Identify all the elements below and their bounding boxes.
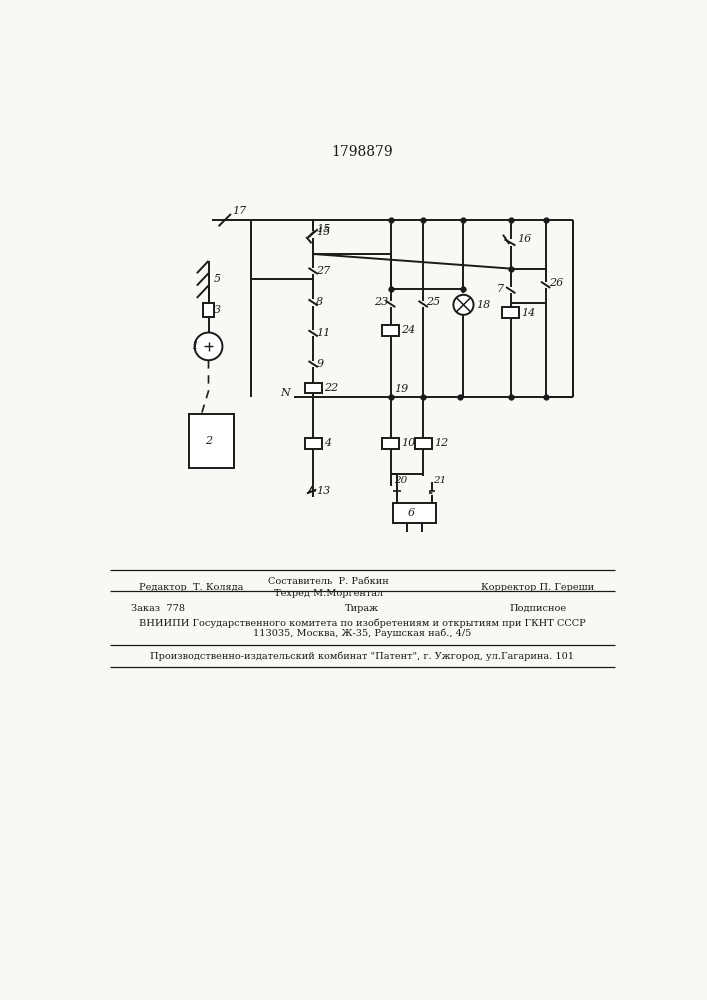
Text: 113035, Москва, Ж-35, Раушская наб., 4/5: 113035, Москва, Ж-35, Раушская наб., 4/5 [253, 629, 471, 638]
Bar [382, 325, 399, 336]
Text: 23: 23 [373, 297, 388, 307]
Text: 16: 16 [517, 234, 531, 244]
Bar [203, 303, 214, 317]
Text: 1: 1 [192, 341, 199, 351]
Text: 22: 22 [324, 383, 338, 393]
Text: 25: 25 [426, 297, 440, 307]
Bar [382, 438, 399, 449]
Bar [305, 383, 322, 393]
Text: 1798879: 1798879 [331, 145, 393, 159]
Text: 7: 7 [497, 284, 504, 294]
Text: 26: 26 [549, 278, 563, 288]
Text: 9: 9 [316, 359, 323, 369]
Text: 4: 4 [324, 438, 331, 448]
Text: Производственно-издательский комбинат "Патент", г. Ужгород, ул.Гагарина. 101: Производственно-издательский комбинат "П… [150, 652, 574, 661]
Text: Техред М.Моргентал: Техред М.Моргентал [274, 589, 383, 598]
Bar [502, 307, 519, 318]
Text: N: N [281, 388, 291, 398]
Bar [414, 438, 432, 449]
Text: 20: 20 [394, 476, 407, 485]
Text: 24: 24 [402, 325, 416, 335]
Text: 21: 21 [433, 476, 447, 485]
Text: Редактор  Т. Коляда: Редактор Т. Коляда [139, 583, 243, 592]
Text: Тираж: Тираж [345, 604, 379, 613]
Text: Составитель  Р. Рабкин: Составитель Р. Рабкин [268, 577, 389, 586]
Text: 2: 2 [205, 436, 212, 446]
Bar [393, 503, 436, 523]
Text: 19: 19 [394, 384, 408, 394]
Text: 10: 10 [402, 438, 416, 448]
Text: Корректор П. Гереши: Корректор П. Гереши [481, 583, 595, 592]
Text: 15: 15 [316, 224, 330, 234]
Text: 3: 3 [214, 305, 221, 315]
Circle shape [194, 333, 223, 360]
Text: 11: 11 [316, 328, 330, 338]
Bar [305, 438, 322, 449]
Text: ВНИИПИ Государственного комитета по изобретениям и открытиям при ГКНТ СССР: ВНИИПИ Государственного комитета по изоб… [139, 619, 585, 628]
Text: Подписное: Подписное [509, 604, 566, 613]
Text: 15: 15 [316, 227, 330, 237]
Text: 17: 17 [232, 206, 246, 216]
Text: 8: 8 [316, 297, 323, 307]
Circle shape [453, 295, 474, 315]
Text: 13: 13 [316, 486, 330, 496]
Text: 12: 12 [434, 438, 448, 448]
Text: 14: 14 [522, 308, 536, 318]
Bar [189, 414, 234, 468]
Text: Заказ  778: Заказ 778 [131, 604, 185, 613]
Text: 27: 27 [316, 266, 330, 276]
Text: 5: 5 [214, 274, 221, 284]
Text: 18: 18 [476, 300, 490, 310]
Text: 6: 6 [408, 508, 415, 518]
